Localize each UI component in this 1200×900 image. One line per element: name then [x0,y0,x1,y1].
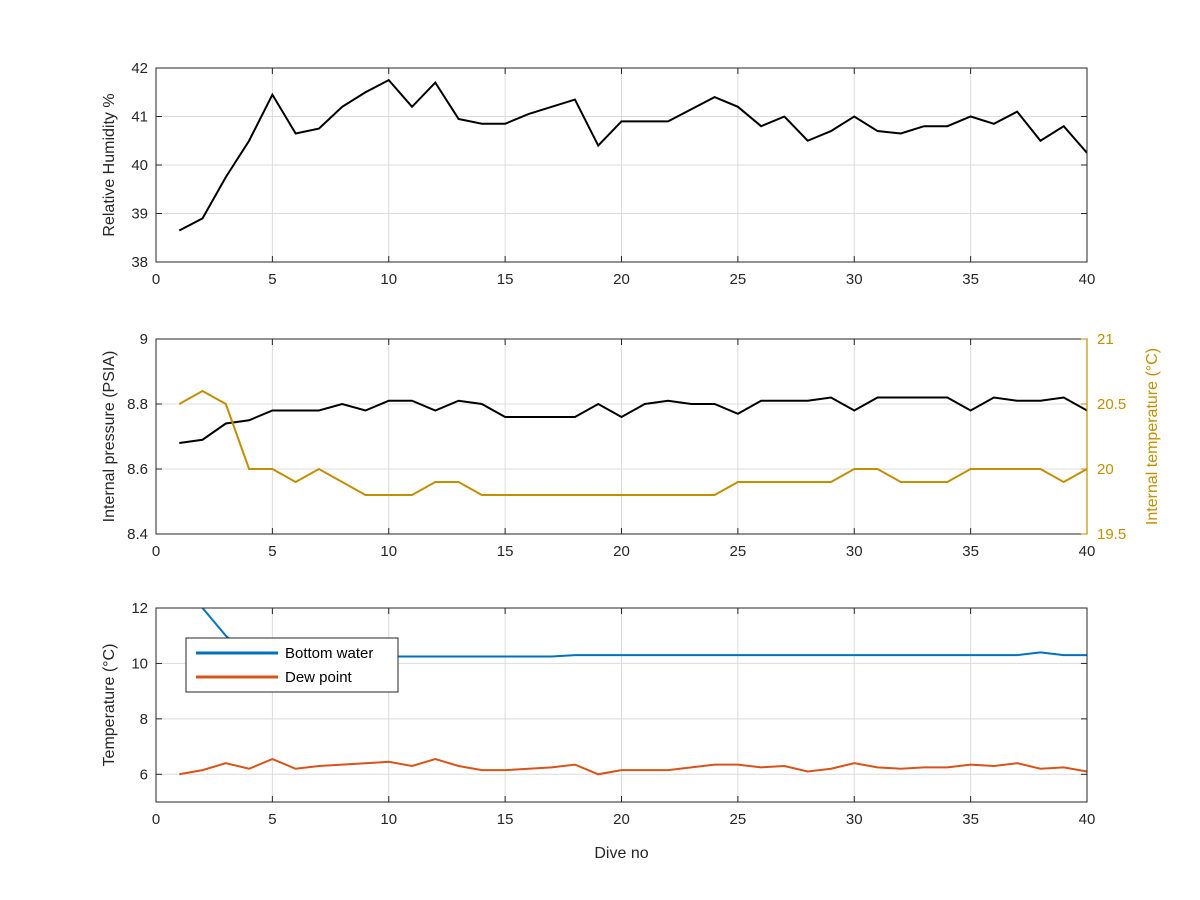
x-tick-label: 40 [1079,811,1096,828]
y-right-axis-label: Internal temperature (°C) [1144,348,1161,525]
y-tick-label: 40 [131,157,148,174]
x-tick-label: 35 [962,811,979,828]
x-tick-label: 20 [613,543,630,560]
series-1-line [179,396,1087,444]
x-tick-label: 30 [846,271,863,288]
x-tick-label: 35 [962,543,979,560]
panel-1: 0 5 10 15 20 25 30 35 40 38 39 40 41 42 Relative Humid… [101,60,1095,288]
x-tick-label: 20 [613,271,630,288]
x-tick-label: 10 [380,271,397,288]
panel-3: 0 5 10 15 20 25 30 35 40 6 8 10 12 Temperature (°C) Di… [101,600,1096,862]
series-1-line [178,78,1087,232]
y-tick-label: 10 [131,655,148,672]
x-tick-label: 5 [268,811,276,828]
x-tick-label: 35 [962,271,979,288]
y-tick-label: 9 [140,331,148,348]
y-tick-label: 8 [140,711,148,728]
y-axis-label: Relative Humidity % [101,93,118,236]
series-2-line [178,389,1087,496]
x-tick-label: 5 [268,543,276,560]
x-tick-label: 40 [1079,271,1096,288]
y-right-tick-label: 20.5 [1097,396,1126,413]
x-tick-label: 25 [730,543,747,560]
x-tick-label: 30 [846,811,863,828]
x-tick-label: 30 [846,543,863,560]
y-right-tick-label: 19.5 [1097,526,1126,543]
legend-label: Bottom water [285,645,373,662]
x-tick-label: 20 [613,811,630,828]
y-right-tick-label: 20 [1097,461,1114,478]
x-tick-label: 40 [1079,543,1096,560]
y-tick-label: 6 [140,766,148,783]
x-tick-label: 15 [497,543,514,560]
y-tick-label: 8.4 [127,526,148,543]
y-tick-label: 42 [131,60,148,77]
y-right-tick-label: 21 [1097,331,1114,348]
y-axis-label: Internal pressure (PSIA) [101,351,118,523]
y-tick-label: 38 [131,254,148,271]
legend: Bottom water Dew point [185,637,399,693]
legend-label: Dew point [285,669,353,686]
x-tick-label: 0 [152,543,160,560]
y-tick-label: 41 [131,109,148,126]
x-tick-label: 25 [730,271,747,288]
x-tick-label: 15 [497,271,514,288]
x-tick-label: 10 [380,543,397,560]
x-tick-label: 15 [497,811,514,828]
x-tick-label: 0 [152,811,160,828]
y-tick-label: 39 [131,206,148,223]
legend-box [185,637,399,693]
x-axis-label: Dive no [594,845,648,862]
y-tick-label: 8.8 [127,396,148,413]
panel-2: 0 5 10 15 20 25 30 35 40 8.4 8.6 8.8 9 19.5 20 20.5 21 In… [101,331,1161,560]
dew-point-line [179,757,1087,776]
y-tick-label: 8.6 [127,461,148,478]
y-axis-label: Temperature (°C) [101,644,118,767]
x-tick-label: 10 [380,811,397,828]
y-tick-label: 12 [131,600,148,617]
x-tick-label: 0 [152,271,160,288]
x-tick-label: 5 [268,271,276,288]
x-tick-label: 25 [730,811,747,828]
